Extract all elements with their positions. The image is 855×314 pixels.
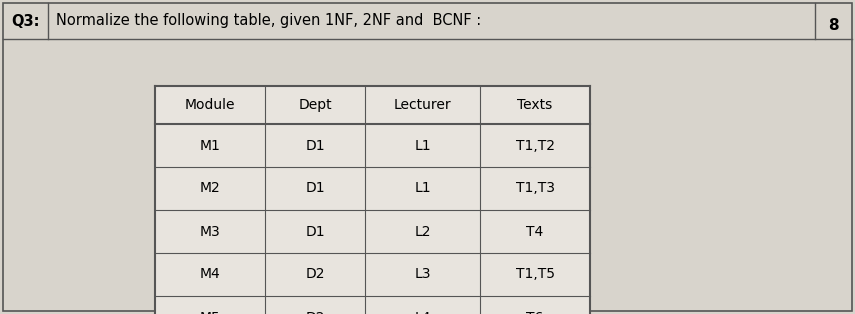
Text: Normalize the following table, given 1NF, 2NF and  BCNF :: Normalize the following table, given 1NF…: [56, 14, 481, 29]
Text: M5: M5: [199, 311, 221, 314]
Text: 8: 8: [828, 18, 839, 33]
Text: T1,T2: T1,T2: [516, 138, 555, 153]
Text: Module: Module: [185, 98, 235, 112]
Text: L1: L1: [414, 138, 431, 153]
Text: M3: M3: [199, 225, 221, 239]
Text: D1: D1: [305, 181, 325, 196]
Text: D1: D1: [305, 138, 325, 153]
Text: Q3:: Q3:: [11, 14, 39, 29]
Text: D1: D1: [305, 225, 325, 239]
Text: Dept: Dept: [298, 98, 332, 112]
Text: L1: L1: [414, 181, 431, 196]
Text: L4: L4: [415, 311, 431, 314]
Text: Texts: Texts: [517, 98, 552, 112]
Bar: [155, 86, 590, 314]
Text: L2: L2: [415, 225, 431, 239]
Text: T1,T3: T1,T3: [516, 181, 555, 196]
Text: D2: D2: [305, 268, 325, 281]
Text: M1: M1: [199, 138, 221, 153]
Text: T4: T4: [527, 225, 544, 239]
Text: L3: L3: [415, 268, 431, 281]
Text: T1,T5: T1,T5: [516, 268, 555, 281]
Text: M2: M2: [199, 181, 221, 196]
Text: D2: D2: [305, 311, 325, 314]
Text: Lecturer: Lecturer: [393, 98, 451, 112]
Text: T6: T6: [527, 311, 544, 314]
Text: M4: M4: [199, 268, 221, 281]
